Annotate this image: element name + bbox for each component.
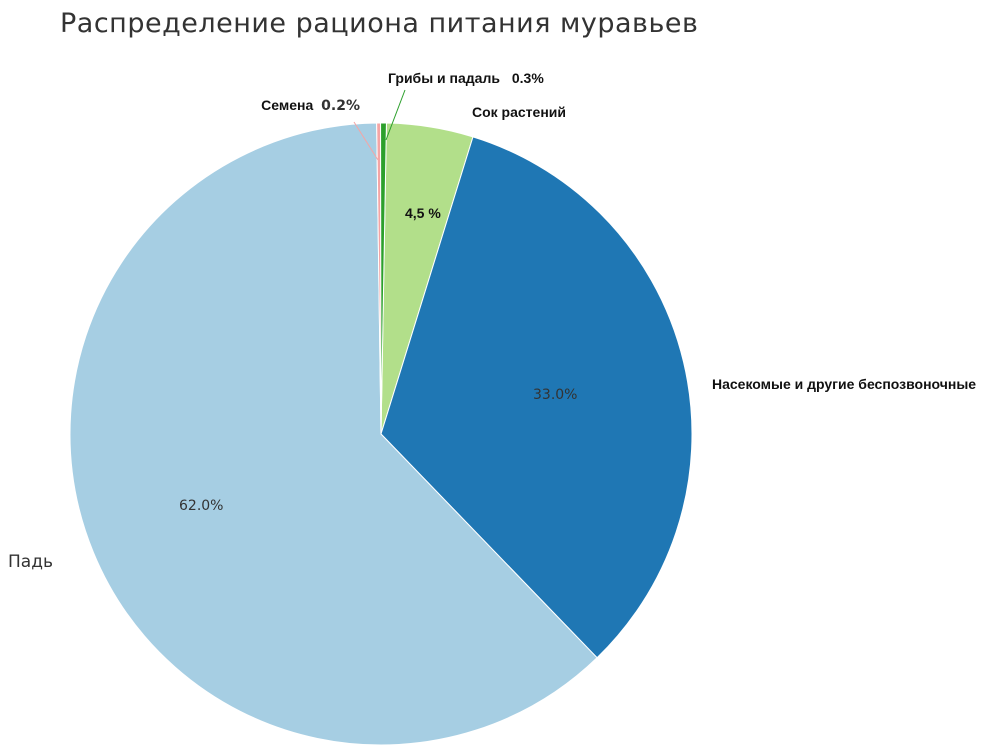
label-seeds-value: 0.2% <box>321 98 360 114</box>
label-fungi-value: 0.3% <box>512 70 544 86</box>
label-seeds: Семена 0.2% <box>261 97 360 114</box>
label-seeds-name: Семена <box>261 97 313 113</box>
value-honeydew: 62.0% <box>179 498 223 514</box>
slice-fungi <box>380 122 387 435</box>
pie-slices <box>69 122 693 746</box>
label-honeydew: Падь <box>8 552 53 572</box>
label-fungi: Грибы и падаль 0.3% <box>388 70 544 86</box>
label-sap: Сок растений <box>472 104 566 120</box>
leader-lines <box>353 89 406 161</box>
leader-line-fungi <box>385 89 406 141</box>
label-insects: Насекомые и другие беспозвоночные <box>712 376 976 392</box>
slice-insects <box>380 136 693 659</box>
leader-line-seeds <box>353 121 379 161</box>
value-insects: 33.0% <box>533 387 577 403</box>
label-fungi-name: Грибы и падаль <box>388 70 500 86</box>
value-sap: 4,5 % <box>405 205 441 221</box>
slice-honeydew <box>69 122 598 746</box>
chart-title: Распределение рациона питания муравьев <box>60 8 699 39</box>
